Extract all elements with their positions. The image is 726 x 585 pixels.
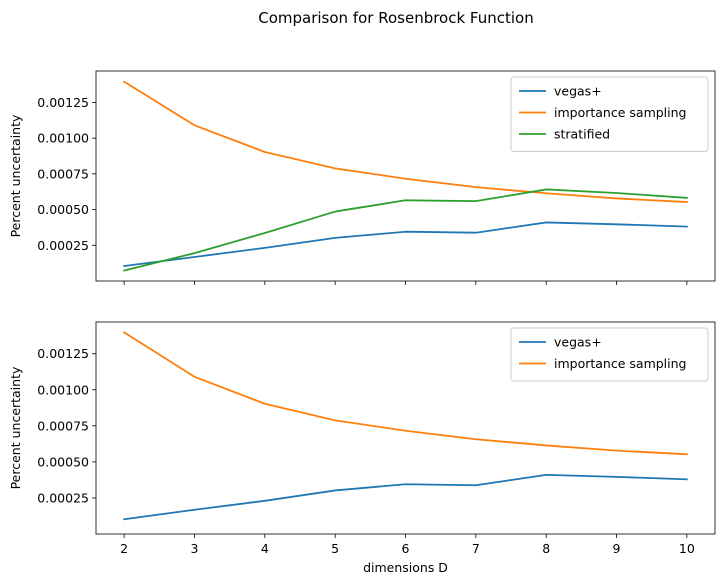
bottom-x-tick-label: 5 <box>331 541 339 556</box>
top-y-tick-label: 0.00100 <box>37 131 89 146</box>
top-legend: vegas+ importance sampling stratified <box>510 76 709 152</box>
top-y-axis-label: Percent uncertainty <box>8 114 23 237</box>
top-series-line-importance-sampling <box>122 80 688 203</box>
top-y-tick-label: 0.00050 <box>37 202 89 217</box>
bottom-legend: vegas+ importance sampling <box>510 327 709 382</box>
bottom-legend-label-importance-sampling: importance sampling <box>554 356 686 371</box>
bottom-y-tick-label: 0.00100 <box>37 382 89 397</box>
bottom-legend-frame <box>510 327 709 382</box>
bottom-x-tick-label: 4 <box>261 541 269 556</box>
bottom-x-tick-label: 8 <box>542 541 550 556</box>
bottom-x-tick-label: 2 <box>120 541 128 556</box>
top-legend-label-stratified: stratified <box>554 127 610 142</box>
top-legend-frame <box>510 76 709 152</box>
top-series-line-stratified <box>123 188 688 272</box>
bottom-y-tick-label: 0.00050 <box>37 454 89 469</box>
top-legend-label-importance-sampling: importance sampling <box>554 105 686 120</box>
bottom-series-line-importance-sampling <box>122 331 688 456</box>
top-y-tick-label: 0.00075 <box>37 166 89 181</box>
bottom-x-tick-label: 10 <box>679 541 695 556</box>
top-y-tick-label: 0.00025 <box>37 238 89 253</box>
top-y-tick-label: 0.00125 <box>37 95 89 110</box>
bottom-series-line-vegas <box>123 473 688 521</box>
top-series-line-vegas <box>123 221 688 268</box>
bottom-x-tick-label: 9 <box>613 541 621 556</box>
bottom-y-tick-label: 0.00075 <box>37 418 89 433</box>
figure-title: Comparison for Rosenbrock Function <box>258 9 534 27</box>
bottom-x-axis-label: dimensions D <box>363 560 448 575</box>
bottom-y-tick-label: 0.00025 <box>37 490 89 505</box>
bottom-legend-label-vegas: vegas+ <box>554 335 602 350</box>
chart-panel-bottom: 0.00025 0.00050 0.00075 0.00100 0.00125 2 3 4 5 6… <box>8 321 716 575</box>
bottom-y-tick-label: 0.00125 <box>37 346 89 361</box>
bottom-y-axis-label: Percent uncertainty <box>8 366 23 489</box>
bottom-x-tick-label: 6 <box>402 541 410 556</box>
top-legend-label-vegas: vegas+ <box>554 84 602 99</box>
bottom-x-tick-label: 7 <box>472 541 480 556</box>
chart-panel-top: 0.00025 0.00050 0.00075 0.00100 0.00125 Perce… <box>8 70 716 285</box>
bottom-x-tick-label: 3 <box>191 541 199 556</box>
